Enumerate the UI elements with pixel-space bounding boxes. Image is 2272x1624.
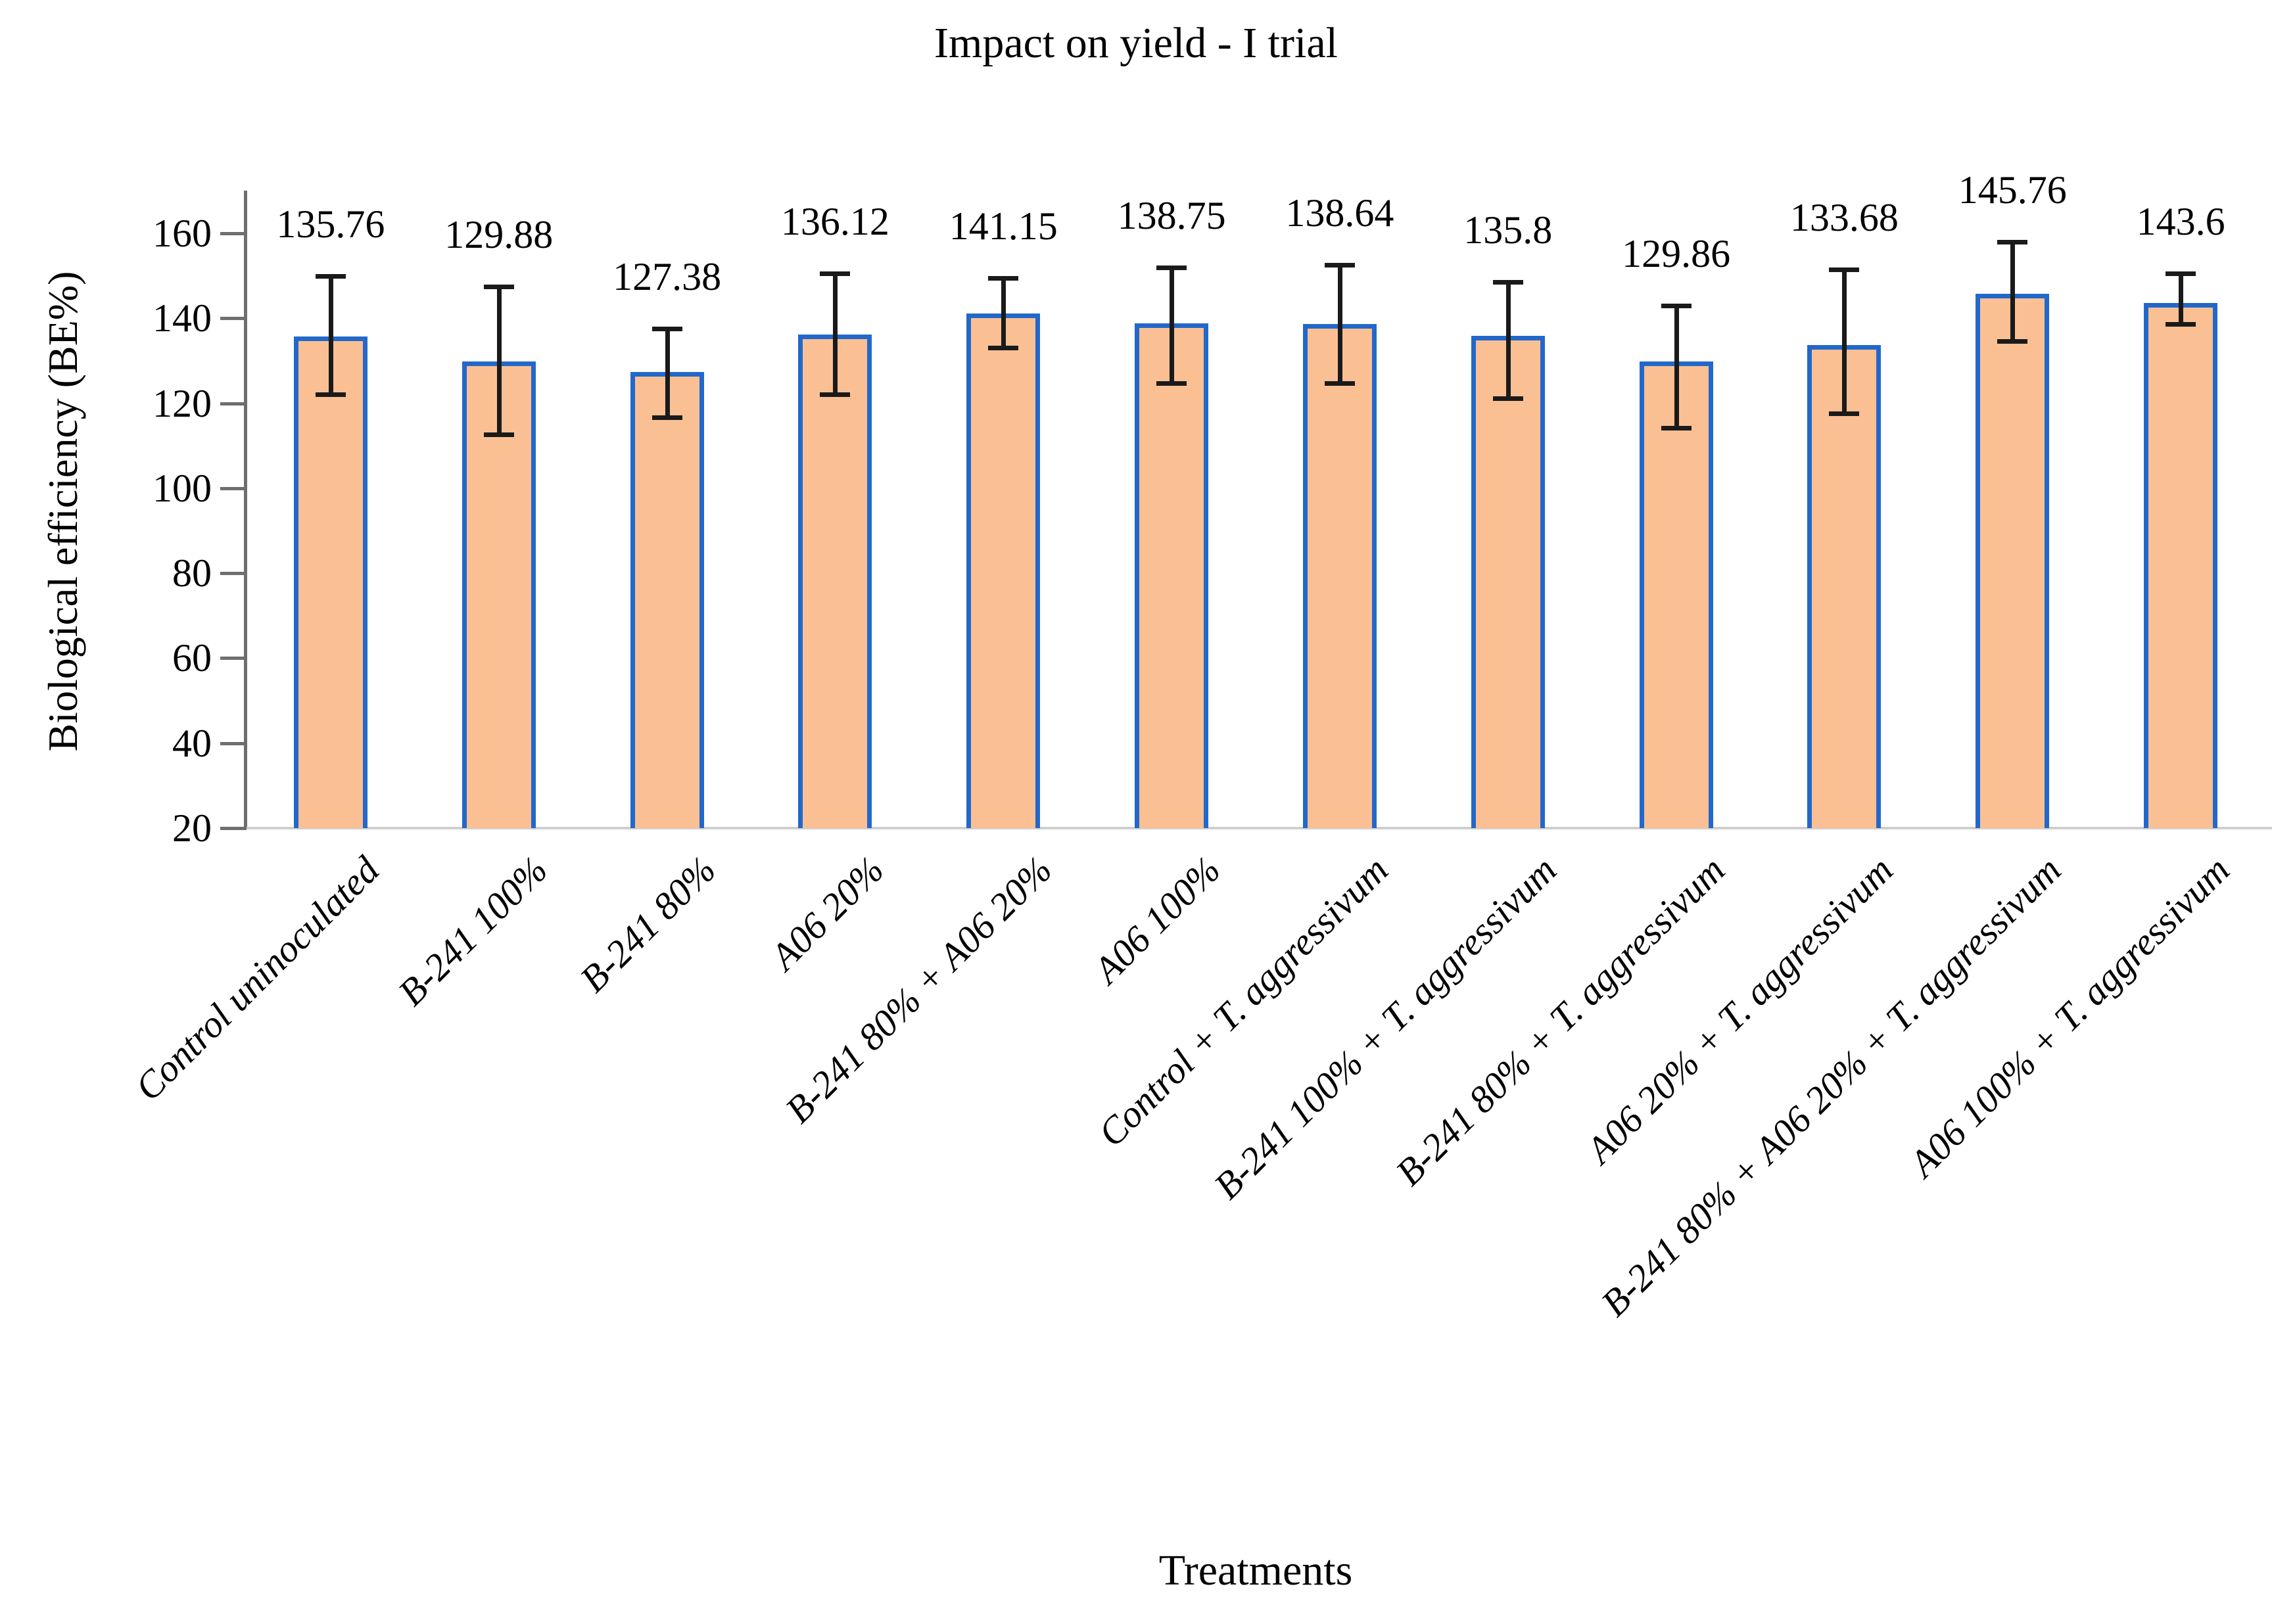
bar-value-label: 143.6 (2136, 200, 2225, 244)
error-bar-top-cap (1997, 239, 2028, 244)
bar (630, 371, 704, 828)
y-tick-label: 40 (172, 721, 212, 765)
y-axis-tick (220, 572, 247, 576)
y-tick-label: 20 (172, 806, 212, 850)
error-bar (2179, 273, 2184, 325)
bar (1639, 361, 1713, 828)
chart-title: Impact on yield - I trial (934, 19, 1338, 67)
error-bar-bottom-cap (820, 392, 851, 397)
y-tick-label: 160 (153, 212, 212, 255)
y-tick-label: 120 (153, 381, 212, 425)
error-bar-bottom-cap (315, 392, 346, 397)
bar-value-label: 129.88 (444, 212, 554, 256)
error-bar-top-cap (483, 284, 514, 289)
x-tick-label: A06 20% (762, 848, 892, 979)
bar (966, 313, 1041, 828)
x-tick-label: B-241 100% (390, 848, 556, 1014)
x-tick-label: Control uninoculated (127, 848, 388, 1109)
error-bar (1001, 277, 1006, 348)
bar (2144, 303, 2218, 828)
error-bar-bottom-cap (483, 432, 514, 438)
y-axis-line (244, 191, 247, 828)
bar (293, 336, 367, 828)
bar-value-label: 135.8 (1463, 208, 1553, 252)
x-tick-label: B-241 100% + T. aggressivum (1205, 848, 1565, 1207)
error-bar-bottom-cap (1156, 381, 1187, 386)
error-bar (496, 286, 502, 436)
error-bar (328, 275, 333, 395)
x-tick-label: A06 100% + T. aggressivum (1901, 848, 2238, 1185)
bar-value-label: 135.76 (276, 202, 385, 246)
bar-value-label: 127.38 (613, 255, 722, 299)
y-axis-tick (220, 657, 247, 661)
y-tick-label: 60 (172, 636, 212, 680)
x-tick-label: A06 20% + T. aggressivum (1578, 848, 1901, 1172)
bar-value-label: 138.64 (1285, 191, 1394, 235)
error-bar (665, 329, 670, 419)
bar-value-label: 138.75 (1117, 193, 1226, 237)
x-tick-label: B-241 80% (571, 848, 724, 1001)
error-bar (2010, 241, 2016, 342)
y-tick-label: 80 (172, 551, 212, 595)
error-bar-bottom-cap (1997, 338, 2028, 344)
y-axis-tick (220, 486, 247, 490)
error-bar-bottom-cap (2166, 321, 2196, 327)
error-bar-bottom-cap (1324, 381, 1355, 386)
error-bar-top-cap (1324, 263, 1355, 268)
y-tick-label: 100 (153, 466, 212, 510)
error-bar-top-cap (1661, 303, 1692, 308)
x-tick-label: B-241 80% + T. aggressivum (1387, 848, 1734, 1194)
error-bar (1337, 265, 1342, 384)
y-axis-title: Biological efficiency (BE%) (39, 271, 86, 752)
error-bar-bottom-cap (651, 415, 682, 421)
y-axis-tick (220, 232, 247, 235)
bar (1471, 336, 1545, 828)
bar-value-label: 145.76 (1958, 168, 2067, 212)
bar (798, 335, 872, 828)
y-axis-tick (220, 317, 247, 321)
y-axis-tick (220, 741, 247, 745)
error-bar-top-cap (1156, 265, 1187, 270)
error-bar (1674, 305, 1679, 429)
error-bar-top-cap (820, 271, 851, 277)
bar-value-label: 133.68 (1789, 195, 1899, 239)
x-axis-baseline (247, 827, 2272, 829)
error-bar (833, 273, 838, 395)
error-bar-top-cap (651, 327, 682, 332)
x-tick-label: Control + T. aggressivum (1090, 848, 1397, 1155)
error-bar-top-cap (2166, 271, 2196, 277)
error-bar (1170, 267, 1175, 384)
bar-value-label: 141.15 (949, 204, 1058, 248)
x-axis-title: Treatments (1158, 1546, 1353, 1594)
error-bar-top-cap (1492, 280, 1523, 285)
bar (1135, 323, 1209, 828)
error-bar-bottom-cap (1661, 426, 1692, 431)
x-tick-label: A06 100% (1085, 848, 1229, 992)
bar-value-label: 129.86 (1622, 231, 1731, 275)
y-axis-tick (220, 402, 247, 406)
error-bar-bottom-cap (1829, 411, 1860, 416)
y-tick-label: 140 (153, 296, 212, 340)
error-bar-bottom-cap (1492, 396, 1523, 402)
error-bar (1842, 269, 1847, 414)
error-bar-top-cap (988, 275, 1019, 281)
bar (1976, 294, 2050, 828)
y-axis-tick (220, 827, 247, 830)
error-bar-top-cap (1829, 267, 1860, 272)
bar (1302, 324, 1377, 828)
error-bar-top-cap (315, 273, 346, 279)
error-bar (1505, 282, 1511, 400)
error-bar-bottom-cap (988, 345, 1019, 350)
bar (1807, 345, 1882, 828)
bar-value-label: 136.12 (780, 200, 889, 244)
